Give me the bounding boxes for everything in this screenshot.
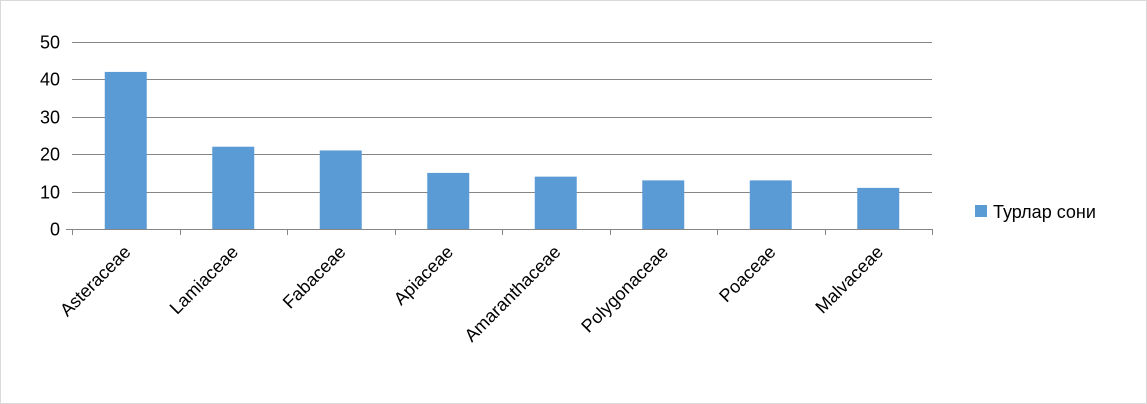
y-axis-tick-labels: 0 10 20 30 40 50 — [40, 33, 60, 240]
legend-swatch — [975, 205, 987, 217]
y-tick-label: 20 — [40, 145, 60, 165]
x-category-label: Poaceae — [715, 242, 779, 306]
legend: Турлар сони — [975, 202, 1096, 222]
bar-malvaceae — [857, 187, 900, 229]
bar-apiaceae — [427, 172, 470, 229]
bars — [104, 71, 900, 229]
x-axis — [66, 229, 933, 235]
x-axis-category-labels: Asteraceae Lamiaceae Fabaceae Apiaceae Amara… — [56, 242, 887, 346]
x-category-label: Lamiaceae — [166, 242, 242, 318]
bar-asteraceae — [104, 71, 147, 229]
bar-polygonaceae — [642, 180, 685, 229]
bar-poaceae — [749, 180, 792, 229]
y-tick-label: 0 — [50, 220, 60, 240]
x-category-label: Fabaceae — [279, 242, 350, 313]
legend-label: Турлар сони — [993, 202, 1096, 222]
y-tick-label: 40 — [40, 70, 60, 90]
x-category-label: Amaranthaceae — [461, 242, 565, 346]
y-tick-label: 50 — [40, 33, 60, 53]
x-category-label: Asteraceae — [56, 242, 135, 321]
bar-fabaceae — [319, 150, 362, 229]
x-category-label: Apiaceae — [390, 242, 457, 309]
bar-amaranthaceae — [534, 176, 577, 229]
y-tick-label: 10 — [40, 183, 60, 203]
bar-lamiaceae — [212, 146, 255, 229]
x-category-label: Polygonaceae — [577, 242, 672, 337]
y-tick-label: 30 — [40, 108, 60, 128]
gridlines — [72, 42, 932, 193]
x-category-label: Malvaceae — [811, 242, 887, 318]
